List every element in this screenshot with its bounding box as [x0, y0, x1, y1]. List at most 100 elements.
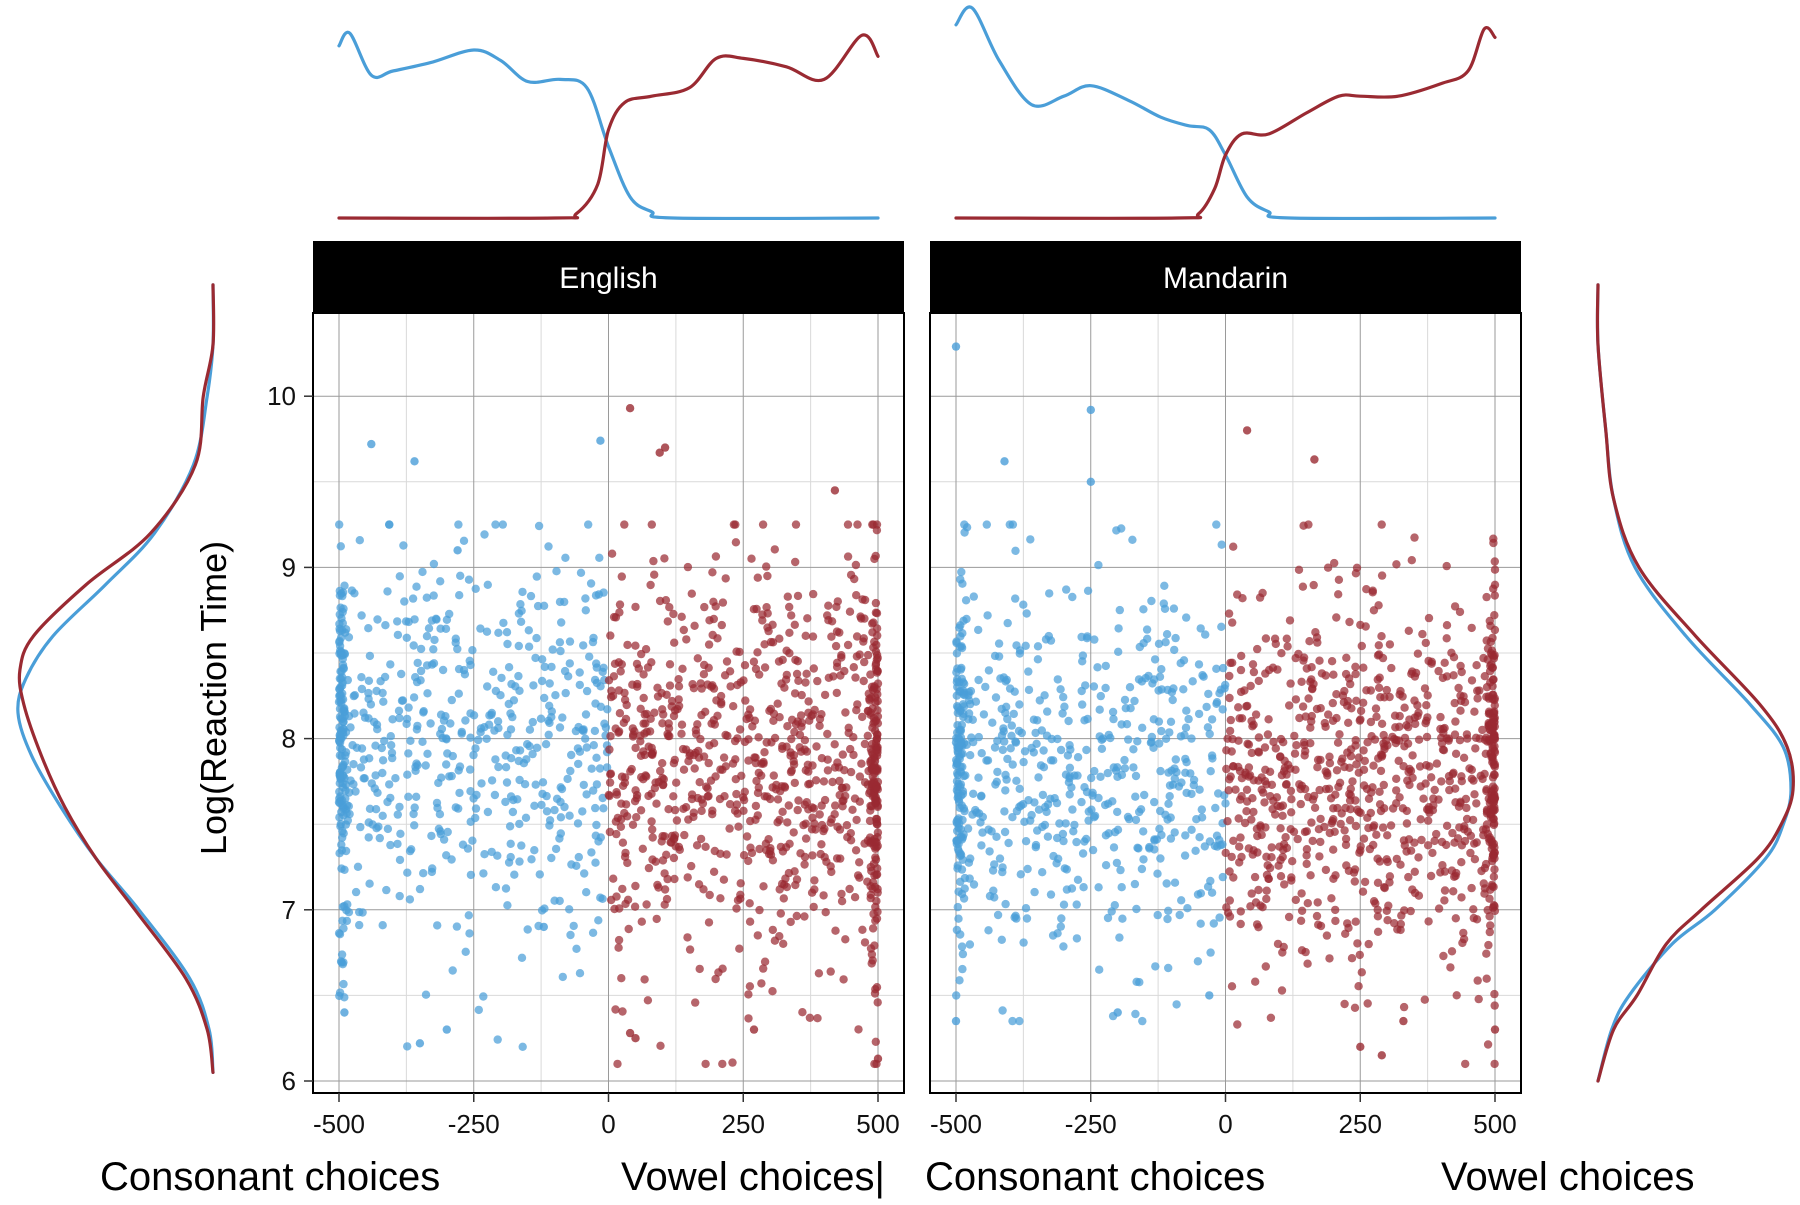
x-tick-label-mandarin: -250 — [1065, 1109, 1117, 1139]
scatter-point — [631, 743, 640, 753]
scatter-point — [409, 641, 418, 650]
scatter-point — [1375, 800, 1385, 809]
scatter-point — [427, 867, 437, 877]
scatter-point — [800, 860, 809, 869]
scatter-point — [1429, 794, 1438, 803]
scatter-point — [977, 841, 986, 850]
scatter-point — [715, 794, 725, 804]
scatter-point — [502, 778, 512, 787]
scatter-point — [527, 855, 536, 864]
scatter-point — [711, 552, 721, 561]
scatter-point-outlier — [1399, 1016, 1408, 1026]
scatter-point — [985, 847, 994, 856]
scatter-point — [731, 538, 741, 547]
scatter-point — [494, 628, 503, 637]
scatter-point — [1019, 757, 1028, 767]
scatter-point — [436, 577, 445, 586]
scatter-point — [1154, 639, 1164, 648]
scatter-point — [365, 651, 375, 661]
scatter-point — [455, 762, 465, 771]
scatter-point — [1097, 735, 1106, 744]
scatter-point — [658, 759, 667, 768]
scatter-point — [873, 679, 883, 688]
scatter-point — [483, 682, 492, 691]
scatter-point — [1418, 629, 1427, 639]
scatter-point — [956, 768, 966, 777]
scatter-point — [1407, 556, 1417, 565]
scatter-point — [998, 1006, 1007, 1015]
scatter-point — [479, 992, 488, 1001]
scatter-point — [453, 644, 462, 654]
scatter-point — [1333, 738, 1343, 747]
scatter-point — [1417, 835, 1426, 845]
scatter-point — [974, 625, 983, 635]
scatter-point — [956, 930, 965, 939]
scatter-point — [344, 908, 354, 917]
scatter-point — [346, 723, 355, 732]
scatter-point — [1490, 854, 1499, 863]
scatter-point — [1490, 580, 1500, 589]
scatter-point — [1101, 683, 1110, 693]
scatter-point — [335, 641, 345, 651]
scatter-point — [480, 530, 489, 539]
scatter-point — [982, 520, 991, 529]
scatter-point — [1482, 636, 1491, 645]
scatter-point — [1438, 745, 1448, 754]
scatter-point — [791, 557, 800, 567]
scatter-point — [1313, 898, 1322, 907]
scatter-point — [496, 691, 505, 700]
scatter-point — [1352, 760, 1361, 769]
scatter-point — [705, 741, 714, 750]
scatter-point — [1489, 770, 1499, 779]
scatter-point — [1379, 780, 1389, 790]
scatter-point — [1434, 904, 1444, 913]
scatter-point — [969, 880, 979, 889]
scatter-point — [1109, 714, 1118, 724]
scatter-point — [638, 844, 647, 853]
scatter-point — [1253, 831, 1262, 841]
scatter-point — [1133, 843, 1142, 852]
scatter-point — [1437, 777, 1446, 786]
scatter-point — [845, 884, 854, 894]
scatter-point — [1490, 701, 1500, 710]
scatter-point — [656, 1041, 665, 1051]
scatter-point — [489, 667, 498, 676]
scatter-point — [872, 817, 881, 827]
scatter-point — [1457, 858, 1466, 867]
scatter-point — [1410, 533, 1419, 542]
scatter-point — [1157, 665, 1166, 674]
scatter-point — [370, 784, 379, 793]
scatter-point — [751, 664, 761, 674]
scatter-point — [1166, 834, 1176, 843]
scatter-point — [340, 581, 349, 590]
scatter-point — [514, 641, 523, 651]
scatter-point — [759, 964, 768, 973]
scatter-point — [395, 572, 404, 581]
scatter-point — [1132, 977, 1141, 986]
scatter-point — [483, 807, 493, 817]
scatter-point — [860, 778, 870, 787]
scatter-point — [960, 520, 969, 529]
scatter-point — [338, 902, 347, 911]
scatter-point — [1287, 795, 1296, 804]
scatter-point-outlier — [655, 448, 664, 457]
scatter-point — [510, 870, 519, 879]
scatter-point — [337, 864, 346, 873]
scatter-point — [1062, 585, 1071, 594]
scatter-point — [1371, 899, 1380, 908]
scatter-point — [621, 848, 630, 858]
scatter-point — [1346, 791, 1355, 800]
scatter-point — [852, 815, 861, 825]
scatter-point — [1348, 777, 1357, 786]
scatter-point — [575, 668, 584, 677]
scatter-point — [1411, 719, 1420, 729]
scatter-point — [474, 735, 483, 745]
scatter-point — [1396, 925, 1405, 935]
scatter-point — [696, 679, 705, 688]
scatter-point — [538, 789, 547, 799]
scatter-point — [408, 594, 418, 603]
scatter-point — [854, 1025, 863, 1034]
scatter-point — [1345, 763, 1354, 772]
scatter-point — [960, 528, 969, 537]
scatter-point — [643, 996, 653, 1005]
